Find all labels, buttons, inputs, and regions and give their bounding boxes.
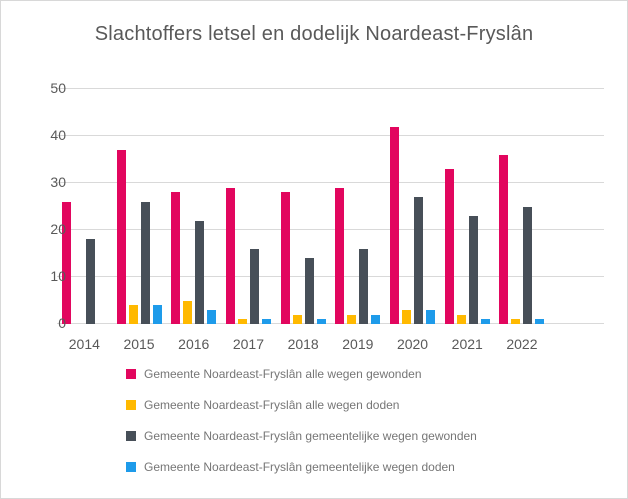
- y-axis-tick-label: 50: [50, 80, 66, 96]
- legend-label: Gemeente Noardeast-Fryslân alle wegen ge…: [144, 367, 422, 381]
- legend-swatch-icon: [126, 400, 136, 410]
- bar-series2-2019: [347, 314, 357, 324]
- bar-series1-2017: [225, 187, 235, 324]
- y-axis-tick-label: 20: [50, 221, 66, 237]
- bar-series4-2022: [535, 319, 545, 324]
- bar-series3-2019: [359, 248, 369, 324]
- x-axis-tick-label: 2016: [178, 336, 210, 352]
- bar-series4-2019: [371, 314, 381, 324]
- bar-series2-2021: [456, 314, 466, 324]
- x-axis-tick-label: 2018: [287, 336, 319, 352]
- gridline-y-20: [57, 229, 604, 230]
- bar-series2-2020: [402, 309, 412, 324]
- legend-item: Gemeente Noardeast-Fryslân gemeentelijke…: [126, 460, 477, 474]
- x-axis-tick-label: 2021: [451, 336, 483, 352]
- x-axis-tick-label: 2017: [232, 336, 265, 352]
- x-axis-tick-label: 2020: [396, 336, 429, 352]
- bar-series4-2016: [207, 309, 217, 324]
- bar-series4-2015: [152, 305, 162, 324]
- legend-label: Gemeente Noardeast-Fryslân gemeentelijke…: [144, 460, 455, 474]
- plot-area: [57, 88, 604, 324]
- bar-series3-2015: [140, 201, 150, 324]
- bar-series3-2021: [468, 215, 478, 324]
- bar-series4-2021: [480, 319, 490, 324]
- legend-swatch-icon: [126, 369, 136, 379]
- x-axis-tick-label: 2019: [342, 336, 374, 352]
- chart-title: Slachtoffers letsel en dodelijk Noardeas…: [94, 23, 534, 45]
- y-axis-tick-label: 40: [50, 127, 66, 143]
- x-axis-tick-label: 2015: [123, 336, 155, 352]
- bar-series1-2020: [390, 126, 400, 324]
- bar-series2-2018: [292, 314, 302, 324]
- bar-series4-2020: [426, 309, 436, 324]
- bar-series3-2020: [414, 197, 424, 324]
- y-axis-tick-label: 30: [50, 174, 66, 190]
- y-axis-tick-label: 0: [58, 315, 66, 331]
- bar-series1-2019: [335, 187, 345, 324]
- legend-item: Gemeente Noardeast-Fryslân alle wegen ge…: [126, 367, 477, 381]
- legend-item: Gemeente Noardeast-Fryslân alle wegen do…: [126, 398, 477, 412]
- bar-series3-2014: [85, 239, 95, 324]
- legend-label: Gemeente Noardeast-Fryslân alle wegen do…: [144, 398, 400, 412]
- legend-swatch-icon: [126, 431, 136, 441]
- bar-series1-2016: [171, 192, 181, 324]
- gridline-y-50: [57, 88, 604, 89]
- bar-series1-2018: [280, 192, 290, 324]
- bar-series4-2017: [261, 319, 271, 324]
- x-axis-tick-label: 2014: [68, 336, 100, 352]
- legend: Gemeente Noardeast-Fryslân alle wegen ge…: [126, 367, 477, 492]
- gridline-y-30: [57, 182, 604, 183]
- bar-series2-2016: [183, 300, 193, 324]
- bar-series3-2016: [195, 220, 205, 324]
- legend-label: Gemeente Noardeast-Fryslân gemeentelijke…: [144, 429, 477, 443]
- legend-swatch-icon: [126, 462, 136, 472]
- bar-series2-2015: [128, 305, 138, 324]
- bar-series2-2022: [511, 319, 521, 324]
- x-axis-tick-label: 2022: [506, 336, 538, 352]
- bar-series3-2017: [249, 248, 259, 324]
- gridline-y-40: [57, 135, 604, 136]
- gridline-y-10: [57, 276, 604, 277]
- bar-series1-2014: [61, 201, 71, 324]
- bar-series1-2021: [444, 168, 454, 324]
- bar-series3-2018: [304, 258, 314, 324]
- bar-series4-2018: [316, 319, 326, 324]
- bar-series1-2022: [499, 154, 509, 324]
- bar-series1-2015: [116, 150, 126, 324]
- bar-series3-2022: [523, 206, 533, 324]
- gridline-y-0: [57, 323, 604, 324]
- legend-item: Gemeente Noardeast-Fryslân gemeentelijke…: [126, 429, 477, 443]
- bar-series2-2017: [237, 319, 247, 324]
- y-axis-tick-label: 10: [50, 268, 66, 284]
